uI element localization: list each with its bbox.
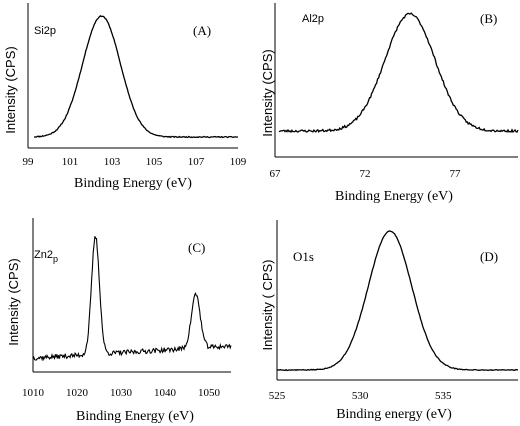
panel-b-letter: (B) — [480, 11, 497, 26]
panel-d-ticks: 525 530 535 — [269, 390, 452, 402]
x-tick-label: 107 — [188, 156, 205, 168]
panel-d: O1s (D) Intensity ( CPS) Binding energy … — [260, 220, 518, 422]
panel-d-spectrum-line — [276, 230, 518, 372]
panel-c-peak-label: Zn2p — [34, 249, 58, 264]
panel-a-letter: (A) — [193, 23, 211, 38]
x-tick-label: 67 — [270, 168, 282, 180]
panel-d-peak-label: O1s — [293, 249, 314, 264]
panel-a-spectrum-line — [34, 14, 238, 139]
x-tick-label: 109 — [230, 156, 247, 168]
panel-d-x-title: Binding energy (eV) — [336, 407, 452, 422]
x-tick-label: 1050 — [198, 387, 221, 399]
panel-c-letter: (C) — [188, 240, 205, 255]
panel-c: Zn2p (C) Intensity (CPS) Binding Energy … — [6, 218, 232, 424]
panel-b-y-title: Intensity (CPS) — [260, 49, 275, 136]
panel-a-y-title: Intensity (CPS) — [3, 46, 18, 133]
panel-b-spectrum-line — [278, 12, 519, 134]
panel-c-peak-label-sub: p — [53, 254, 58, 264]
x-tick-label: 525 — [269, 390, 286, 402]
panel-a: Si2p (A) Intensity (CPS) Binding Energy … — [3, 3, 247, 191]
panel-b-x-title: Binding Energy (eV) — [335, 189, 453, 204]
panel-a-peak-label: Si2p — [34, 25, 56, 37]
x-tick-label: 72 — [360, 168, 371, 180]
panel-c-ticks: 1010 1020 1030 1040 1050 — [22, 387, 221, 399]
x-tick-label: 1020 — [66, 387, 89, 399]
panel-a-x-title: Binding Energy (eV) — [74, 176, 192, 191]
x-tick-label: 535 — [435, 390, 452, 402]
panel-c-spectrum-line — [32, 236, 232, 362]
x-tick-label: 530 — [352, 390, 369, 402]
x-tick-label: 103 — [104, 156, 121, 168]
x-tick-label: 1030 — [110, 387, 133, 399]
panel-c-y-title: Intensity (CPS) — [6, 258, 21, 345]
x-tick-label: 105 — [146, 156, 163, 168]
x-tick-label: 1040 — [154, 387, 177, 399]
panel-c-peak-label-main: Zn2 — [34, 249, 53, 261]
panel-d-y-title: Intensity ( CPS) — [260, 259, 275, 350]
panel-c-x-title: Binding Energy (eV) — [76, 409, 194, 424]
panel-d-letter: (D) — [480, 249, 498, 264]
panel-b-peak-label: Al2p — [302, 13, 324, 25]
panel-a-ticks: 99 101 103 105 107 109 — [23, 156, 247, 168]
panel-b: Al2p (B) Intensity (CPS) Binding Energy … — [260, 3, 519, 204]
x-tick-label: 1010 — [22, 387, 45, 399]
x-tick-label: 99 — [23, 156, 35, 168]
panel-b-ticks: 67 72 77 — [270, 168, 462, 180]
x-tick-label: 101 — [62, 156, 79, 168]
x-tick-label: 77 — [450, 168, 462, 180]
